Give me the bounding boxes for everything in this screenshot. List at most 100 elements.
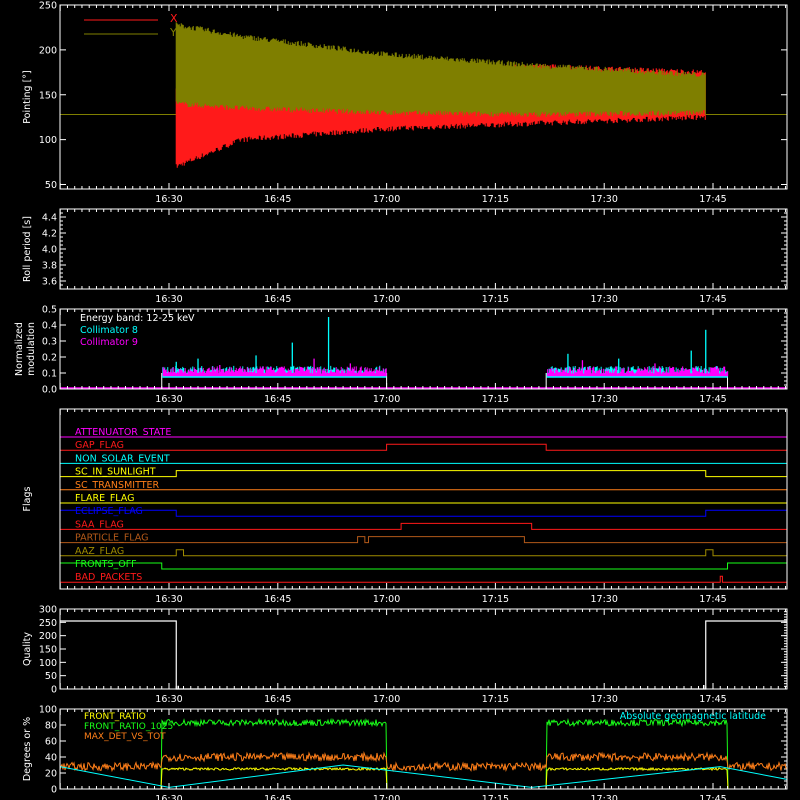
y-tick-label: 100 <box>39 135 57 146</box>
x-tick-label: 17:45 <box>699 294 726 305</box>
y-tick-label: 0.3 <box>42 337 57 348</box>
legend-front-ratio: FRONT_RATIO <box>84 712 146 722</box>
x-tick-label: 17:45 <box>699 594 726 605</box>
legend-label-y: Y <box>169 26 177 39</box>
x-tick-label: 17:15 <box>482 794 509 800</box>
x-tick-label: 17:30 <box>591 394 618 405</box>
x-tick-label: 16:30 <box>155 394 182 405</box>
x-tick-label: 17:00 <box>373 294 400 305</box>
x-tick-label: 17:15 <box>482 394 509 405</box>
panel-2-ylabel: Normalized <box>14 322 25 376</box>
x-tick-label: 16:45 <box>264 394 291 405</box>
flag-label-fronts-off: FRONTS_OFF <box>75 559 137 570</box>
flag-label-attenuator-state: ATTENUATOR_STATE <box>75 427 171 438</box>
panel-2-ylabel: modulation <box>26 322 37 376</box>
flag-label-gap-flag: GAP_FLAG <box>75 440 124 451</box>
legend-max-det-vs-tot: MAX_DET_VS_TOT <box>84 732 166 742</box>
x-tick-label: 17:00 <box>373 694 400 705</box>
x-tick-label: 17:30 <box>591 594 618 605</box>
x-tick-label: 16:30 <box>155 194 182 205</box>
x-tick-label: 17:30 <box>591 294 618 305</box>
y-tick-label: 0 <box>51 785 57 796</box>
legend-label-x: X <box>170 12 178 25</box>
flag-label-sc-transmitter: SC_TRANSMITTER <box>75 480 160 491</box>
flag-label-saa-flag: SAA_FLAG <box>75 519 124 530</box>
flag-label-eclipse-flag: ECLIPSE_FLAG <box>75 506 143 517</box>
y-tick-label: 0 <box>51 685 57 696</box>
flag-trace-eclipse-flag <box>60 509 787 517</box>
legend-collimator-9: Collimator 9 <box>80 337 138 348</box>
x-tick-label: 16:30 <box>155 294 182 305</box>
y-tick-label: 0.2 <box>42 353 57 364</box>
x-tick-label: 17:30 <box>591 794 618 800</box>
x-tick-label: 17:45 <box>699 394 726 405</box>
flag-label-sc-in-sunlight: SC_IN_SUNLIGHT <box>75 467 156 478</box>
y-tick-label: 100 <box>39 658 57 669</box>
y-tick-label: 4.0 <box>42 245 57 256</box>
panel-1-frame <box>59 208 788 290</box>
y-tick-label: 20 <box>45 769 57 780</box>
y-tick-label: 80 <box>45 721 57 732</box>
x-tick-label: 17:15 <box>482 594 509 605</box>
flag-trace-fronts-off <box>60 562 787 570</box>
panel-4-frame <box>59 608 788 690</box>
panel-1-ylabel: Roll period [s] <box>22 216 33 282</box>
y-tick-label: 60 <box>45 737 57 748</box>
x-tick-label: 17:45 <box>699 194 726 205</box>
y-tick-label: 3.8 <box>42 261 57 272</box>
flag-trace-particle-flag <box>60 536 787 544</box>
y-tick-label: 0.0 <box>42 385 57 396</box>
y-tick-label: 250 <box>39 1 57 12</box>
y-tick-label: 300 <box>39 605 57 616</box>
y-tick-label: 3.6 <box>42 277 57 288</box>
x-tick-label: 17:30 <box>591 694 618 705</box>
flag-trace-gap-flag <box>60 443 787 451</box>
y-tick-label: 200 <box>39 45 57 56</box>
y-tick-label: 40 <box>45 753 57 764</box>
x-tick-label: 16:45 <box>264 294 291 305</box>
legend-front-ratio-1025: FRONT_RATIO_1025 <box>84 722 173 732</box>
series-y-band <box>175 22 706 118</box>
collimator-9-trace <box>162 366 387 377</box>
y-tick-label: 0.1 <box>42 369 57 380</box>
flag-label-bad-packets: BAD_PACKETS <box>75 572 142 583</box>
flag-trace-saa-flag <box>60 522 787 530</box>
flag-trace-sc-in-sunlight <box>60 470 787 478</box>
flag-label-particle-flag: PARTICLE_FLAG <box>75 533 148 544</box>
x-tick-label: 17:15 <box>482 694 509 705</box>
x-tick-label: 17:00 <box>373 794 400 800</box>
x-tick-label: 17:00 <box>373 394 400 405</box>
y-tick-label: 50 <box>45 671 57 682</box>
panel-5-frame <box>59 708 788 790</box>
flag-label-aaz-flag: AAZ_FLAG <box>75 546 124 557</box>
flag-label-non-solar-event: NON_SOLAR_EVENT <box>75 453 170 464</box>
y-tick-label: 4.4 <box>42 213 57 224</box>
x-tick-label: 16:45 <box>264 694 291 705</box>
panel-5-ylabel: Degrees or % <box>22 717 33 781</box>
flag-trace-aaz-flag <box>60 549 787 557</box>
legend-energy-band: Energy band: 12-25 keV <box>80 313 195 324</box>
y-tick-label: 4.2 <box>42 229 57 240</box>
x-tick-label: 17:45 <box>699 694 726 705</box>
x-tick-label: 17:30 <box>591 194 618 205</box>
x-tick-label: 17:45 <box>699 794 726 800</box>
panel-4-ylabel: Quality <box>22 632 33 666</box>
y-tick-label: 150 <box>39 90 57 101</box>
x-tick-label: 17:00 <box>373 594 400 605</box>
panel-3-ylabel: Flags <box>22 486 33 511</box>
panel-0-ylabel: Pointing [°] <box>22 70 33 123</box>
panel-2-frame <box>59 308 788 390</box>
x-tick-label: 16:30 <box>155 794 182 800</box>
x-tick-label: 17:15 <box>482 294 509 305</box>
y-tick-label: 200 <box>39 631 57 642</box>
panel-0-frame <box>59 4 788 190</box>
x-tick-label: 16:30 <box>155 694 182 705</box>
x-tick-label: 16:45 <box>264 594 291 605</box>
quality-spikes <box>177 685 705 689</box>
y-tick-label: 0.4 <box>42 321 57 332</box>
x-tick-label: 17:00 <box>373 194 400 205</box>
flag-label-flare-flag: FLARE_FLAG <box>75 493 135 504</box>
trace-max-det-vs-tot <box>59 751 788 773</box>
